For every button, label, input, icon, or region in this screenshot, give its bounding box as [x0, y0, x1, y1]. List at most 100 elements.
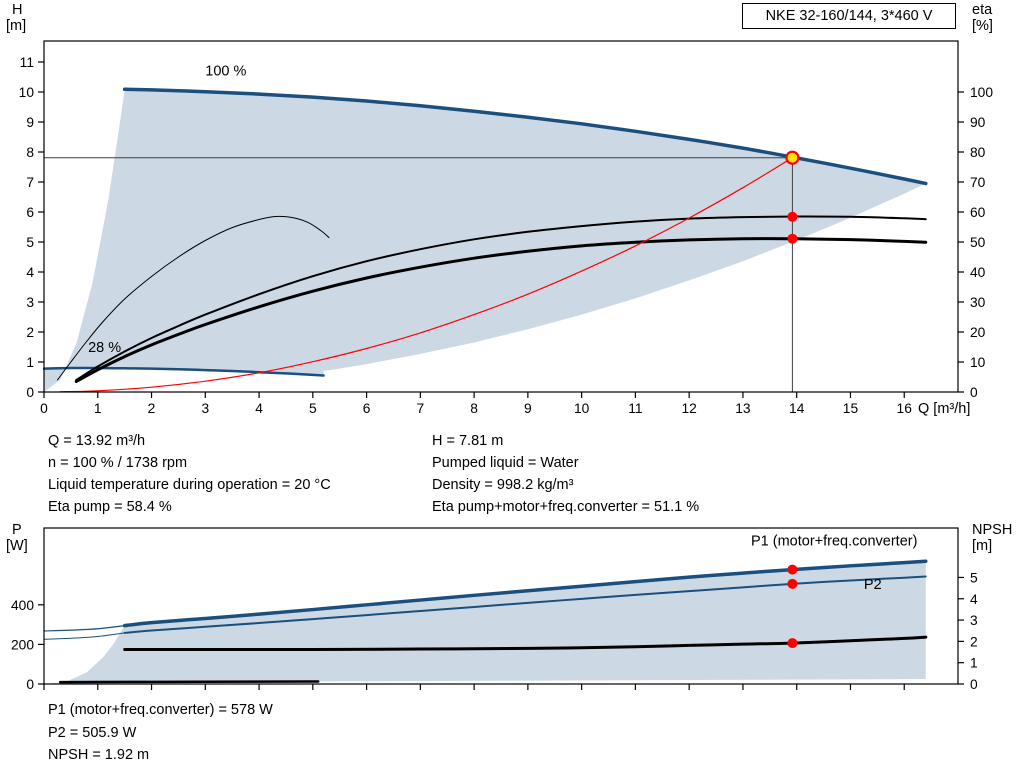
- x-tick-label: 13: [735, 401, 751, 416]
- yl-axis-label: [m]: [6, 18, 26, 34]
- curve-p2-shaft: [123, 575, 927, 634]
- x-tick-label: 14: [789, 401, 805, 416]
- x-tick-label: 5: [309, 401, 317, 416]
- x-axis-label: Q [m³/h]: [918, 401, 970, 417]
- y-right-tick-label: 4: [970, 592, 978, 607]
- operating-point-info: Q = 13.92 m³/h n = 100 % / 1738 rpm Liqu…: [0, 430, 1024, 522]
- info-eta-total: Eta pump+motor+freq.converter = 51.1 %: [432, 499, 700, 515]
- curve-npsh-min-speed: [58, 680, 320, 684]
- x-tick-label: 4: [255, 401, 263, 416]
- x-tick-label: 10: [574, 401, 590, 416]
- yl-axis-label: [W]: [6, 538, 28, 554]
- info-flow: Q = 13.92 m³/h: [48, 433, 146, 449]
- curve-head-100pct: [122, 87, 928, 186]
- y-left-tick-label: 11: [20, 55, 34, 70]
- y-left-tick-label: 4: [26, 265, 34, 280]
- y-left-tick-label: 6: [26, 205, 34, 220]
- y-left-tick-label: 3: [26, 295, 34, 310]
- operating-info-right: H = 7.81 m Pumped liquid = Water Density…: [432, 430, 699, 518]
- y-left-tick-label: 2: [26, 325, 34, 340]
- y-right-tick-label: 2: [970, 634, 978, 649]
- x-tick-label: 16: [897, 401, 913, 416]
- y-right-tick-label: 70: [970, 175, 986, 190]
- info-speed: n = 100 % / 1738 rpm: [48, 455, 188, 471]
- qh-frame: [43, 40, 959, 393]
- info-density: Density = 998.2 kg/m³: [432, 477, 574, 493]
- operating-dot: [787, 564, 798, 575]
- curve-affinity-parabola: [59, 157, 794, 393]
- y-right-tick-label: 60: [970, 205, 986, 220]
- y-right-tick-label: 40: [970, 265, 986, 280]
- y-right-tick-label: 0: [970, 385, 978, 400]
- x-tick-label: 15: [843, 401, 859, 416]
- x-tick-label: 9: [524, 401, 532, 416]
- power-point-info: P1 (motor+freq.converter) = 578 W P2 = 5…: [48, 699, 273, 767]
- info-eta-pump: Eta pump = 58.4 %: [48, 499, 172, 515]
- y-left-tick-label: 8: [26, 145, 34, 160]
- yr-axis-label: NPSH: [972, 522, 1012, 538]
- operating-dot: [787, 578, 798, 589]
- y-left-tick-label: 9: [26, 115, 34, 130]
- y-left-tick-label: 400: [11, 598, 34, 613]
- x-tick-label: 3: [201, 401, 209, 416]
- info-liquid-temperature: Liquid temperature during operation = 20…: [48, 477, 331, 493]
- y-right-tick-label: 100: [970, 85, 993, 100]
- y-left-tick-label: 7: [26, 175, 34, 190]
- y-right-tick-label: 5: [970, 570, 978, 585]
- qh-operating-envelope: [44, 89, 926, 393]
- qh-eta-chart: 0 1 2 3 4 5 6 7 8 9 10 11 12 13 14 15 16 Q [m³/h]01234567…: [6, 2, 993, 417]
- x-tick-label: 0: [40, 401, 48, 416]
- y-right-tick-label: 50: [970, 235, 986, 250]
- y-right-tick-label: 20: [970, 325, 986, 340]
- info-pumped-liquid: Pumped liquid = Water: [432, 455, 579, 471]
- x-tick-label: 8: [470, 401, 478, 416]
- curve-p1-motor-freq: [122, 559, 928, 628]
- duty-point-marker[interactable]: [785, 150, 800, 165]
- curve-p1-min-extension: [43, 624, 126, 632]
- x-tick-label: 2: [148, 401, 156, 416]
- y-left-tick-label: 5: [26, 235, 34, 250]
- y-left-tick-label: 1: [26, 355, 34, 370]
- y-left-tick-label: 200: [11, 637, 34, 652]
- y-left-tick-label: 0: [26, 677, 34, 692]
- info-p2: P2 = 505.9 W: [48, 724, 137, 741]
- power-operating-envelope: [44, 561, 926, 684]
- operating-dot: [787, 211, 798, 222]
- yr-axis-label: [%]: [972, 18, 993, 34]
- info-npsh: NPSH = 1.92 m: [48, 747, 150, 763]
- curve-label: P2: [864, 577, 882, 593]
- x-tick-label: 7: [417, 401, 425, 416]
- curve-label: 28 %: [88, 340, 121, 356]
- power-frame: [43, 527, 959, 685]
- operating-info-left: Q = 13.92 m³/h n = 100 % / 1738 rpm Liqu…: [48, 430, 331, 518]
- y-right-tick-label: 90: [970, 115, 986, 130]
- operating-dot: [787, 233, 798, 244]
- curve-p2-min-extension: [43, 632, 126, 640]
- x-tick-label: 12: [681, 401, 696, 416]
- info-head: H = 7.81 m: [432, 433, 504, 449]
- yr-axis-label: eta: [972, 2, 993, 18]
- y-left-tick-label: 0: [26, 385, 34, 400]
- operating-dot: [787, 638, 798, 649]
- y-left-tick-label: 10: [19, 85, 35, 100]
- y-right-tick-label: 3: [970, 613, 978, 628]
- curve-label: 100 %: [205, 64, 246, 80]
- curve-label: P1 (motor+freq.converter): [751, 533, 917, 549]
- x-tick-label: 1: [94, 401, 102, 416]
- info-p1: P1 (motor+freq.converter) = 578 W: [48, 702, 273, 718]
- power-npsh-chart: 0 200 400 0 1 2 3 4 5 P[W] NPSH[m] P1 (motor+freq.c…: [6, 522, 1012, 692]
- yl-axis-label: P: [12, 522, 22, 538]
- curve-npsh: [123, 635, 928, 652]
- curve-eta-min-speed: [56, 215, 330, 381]
- yr-axis-label: [m]: [972, 538, 992, 554]
- yl-axis-label: H: [12, 2, 22, 18]
- y-right-tick-label: 30: [970, 295, 986, 310]
- x-tick-label: 6: [363, 401, 371, 416]
- y-right-tick-label: 1: [970, 656, 978, 671]
- pump-model-title: NKE 32-160/144, 3*460 V: [742, 3, 956, 29]
- x-tick-label: 11: [628, 401, 642, 416]
- y-right-tick-label: 10: [970, 355, 986, 370]
- y-right-tick-label: 80: [970, 145, 986, 160]
- y-right-tick-label: 0: [970, 677, 978, 692]
